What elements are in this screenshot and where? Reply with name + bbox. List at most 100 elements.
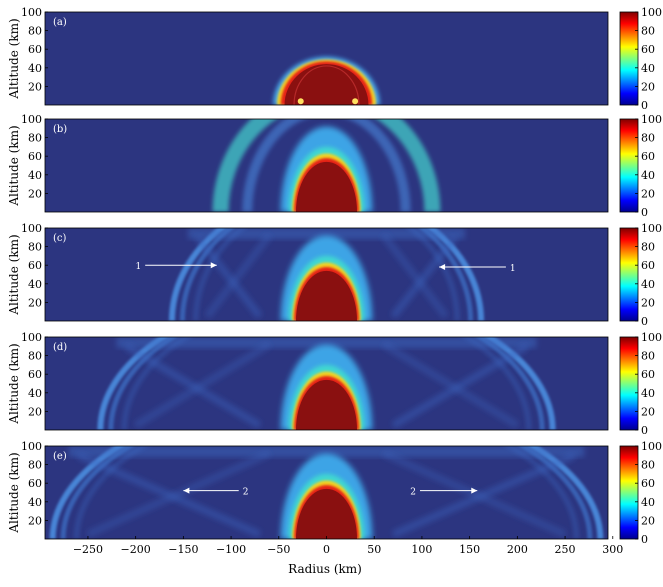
y-tick-label: 80 (28, 25, 42, 38)
colorbar-tick-label: 60 (641, 368, 655, 381)
y-tick-label: 20 (28, 80, 42, 93)
annotation-label: 2 (410, 488, 416, 498)
annotation-arrowhead (471, 487, 478, 494)
colorbar-tick-label: 0 (641, 315, 648, 328)
y-tick-label: 40 (28, 496, 42, 509)
wave-front-outer (168, 228, 485, 321)
y-tick-label: 20 (28, 514, 42, 527)
wave-front-mid (108, 337, 545, 430)
annotation-arrowhead (210, 262, 217, 269)
y-tick-label: 40 (28, 62, 42, 75)
diagonal-band (391, 343, 529, 429)
y-axis-label: Altitude (km) (7, 18, 21, 99)
plot-area (45, 228, 608, 321)
y-tick-label: 100 (21, 6, 42, 19)
y-tick-label: 60 (28, 259, 42, 272)
panel-label: (c) (53, 233, 67, 244)
x-tick-label: 300 (602, 543, 623, 556)
plot-area (45, 12, 608, 105)
wave-front-outer (97, 337, 556, 430)
y-axis-label: Altitude (km) (7, 452, 21, 533)
x-tick-label: −200 (121, 543, 151, 556)
x-tick-label: 100 (411, 543, 432, 556)
colorbar-tick-label: 0 (641, 424, 648, 437)
colorbar-tick-label: 20 (641, 80, 655, 93)
plot-frame (44, 227, 609, 322)
wave-front-inner (242, 119, 411, 212)
annotation-arrowhead (183, 487, 190, 494)
x-tick-label: 250 (555, 543, 576, 556)
y-tick-label: 40 (28, 278, 42, 291)
colorbar (619, 118, 639, 213)
y-tick-label: 20 (28, 405, 42, 418)
plot-frame (44, 336, 609, 431)
colorbar-tick-label: 100 (641, 440, 662, 453)
colorbar-tick-label: 60 (641, 259, 655, 272)
x-tick-label: 50 (367, 543, 381, 556)
colorbar (619, 227, 639, 322)
colorbar-tick-label: 80 (641, 25, 655, 38)
colorbar-tick-label: 40 (641, 387, 655, 400)
wave-front-inner (73, 446, 580, 539)
plume-core (295, 161, 358, 212)
colorbar-tick-label: 60 (641, 477, 655, 490)
x-tick-label: −100 (216, 543, 246, 556)
colorbar-tick-label: 20 (641, 187, 655, 200)
colorbar-tick-label: 100 (641, 6, 662, 19)
colorbar-tick-label: 0 (641, 99, 648, 112)
colorbar-tick-label: 80 (641, 241, 655, 254)
diagonal-band (390, 235, 459, 319)
annotation-label: 1 (135, 262, 141, 272)
annotation-arrowhead (439, 264, 446, 271)
plume-core (284, 64, 369, 105)
annotation-label: 2 (243, 488, 249, 498)
panel-label: (d) (53, 342, 67, 353)
plume-core (295, 270, 358, 321)
colorbar-tick-label: 60 (641, 43, 655, 56)
plume-core (295, 488, 358, 539)
y-tick-label: 20 (28, 296, 42, 309)
diagonal-band (381, 341, 520, 429)
upper-band (116, 337, 537, 349)
plot-frame (44, 11, 609, 106)
colorbar (619, 445, 639, 540)
colorbar-tick-label: 40 (641, 62, 655, 75)
plot-area (45, 119, 608, 212)
colorbar-tick-label: 20 (641, 514, 655, 527)
diagonal-band (194, 235, 263, 319)
y-axis-label: Altitude (km) (7, 125, 21, 206)
y-tick-label: 100 (21, 222, 42, 235)
plot-frame (44, 118, 609, 213)
plume-inner-ring (293, 65, 360, 105)
y-tick-label: 80 (28, 350, 42, 363)
y-tick-label: 80 (28, 132, 42, 145)
colorbar-tick-label: 20 (641, 405, 655, 418)
diagonal-band (133, 341, 272, 429)
y-tick-label: 60 (28, 150, 42, 163)
x-tick-label: 200 (507, 543, 528, 556)
colorbar-tick-label: 100 (641, 331, 662, 344)
y-tick-label: 40 (28, 169, 42, 182)
colorbar-tick-label: 20 (641, 296, 655, 309)
y-tick-label: 60 (28, 368, 42, 381)
x-tick-label: 150 (459, 543, 480, 556)
wave-front-inner (121, 337, 532, 430)
upper-band (68, 446, 585, 458)
x-tick-label: 0 (323, 543, 330, 556)
plot-area (45, 446, 608, 539)
x-tick-label: −250 (73, 543, 103, 556)
diagonal-band (380, 233, 449, 319)
plot-area (45, 337, 608, 430)
colorbar-tick-label: 80 (641, 459, 655, 472)
plume-core (295, 379, 358, 430)
y-tick-label: 80 (28, 241, 42, 254)
diagonal-band (382, 450, 567, 538)
colorbar-tick-label: 100 (641, 113, 662, 126)
colorbar-tick-label: 0 (641, 533, 648, 546)
